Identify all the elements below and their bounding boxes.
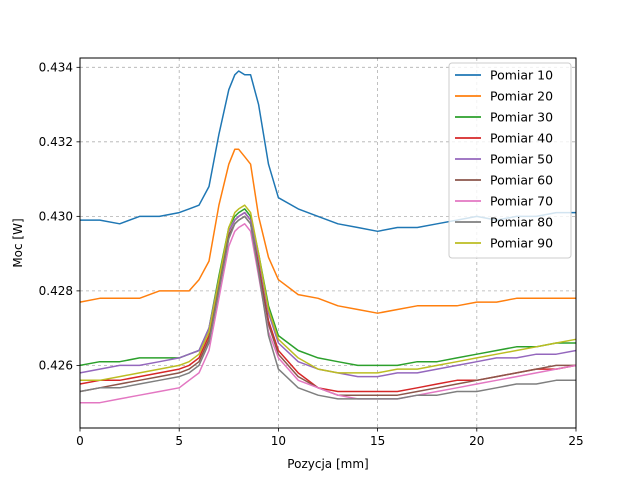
legend-entry: Pomiar 70	[490, 194, 553, 209]
legend: Pomiar 10 Pomiar 20 Pomiar 30 Pomiar 40 Pomi…	[448, 62, 572, 259]
y-tick-label: 0.432	[39, 135, 73, 149]
legend-entry: Pomiar 50	[490, 152, 553, 167]
series-line-8	[79, 215, 576, 400]
x-tick-label: 15	[370, 434, 385, 448]
x-tick-label: 5	[175, 434, 183, 448]
legend-entry: Pomiar 90	[490, 236, 553, 251]
series-line-6	[79, 215, 576, 396]
x-axis-label: Pozycja [mm]	[287, 457, 368, 471]
legend-entry: Pomiar 40	[490, 131, 553, 146]
series-line-2	[79, 148, 576, 314]
series-line-9	[80, 204, 577, 382]
y-tick-label: 0.428	[39, 284, 73, 298]
y-axis-label: Moc [W]	[11, 218, 25, 267]
legend-frame	[448, 62, 572, 259]
legend-entry: Pomiar 80	[490, 215, 553, 230]
y-tick-label: 0.426	[39, 358, 73, 372]
x-tick-label: 0	[76, 434, 84, 448]
plot-frame	[79, 57, 577, 429]
legend-entry: Pomiar 10	[490, 68, 553, 83]
y-axis: 0.426 0.428 0.430 0.432 0.434	[39, 60, 80, 372]
x-tick-label: 25	[568, 434, 583, 448]
legend-entry: Pomiar 30	[490, 110, 553, 125]
series-line-5	[79, 211, 577, 378]
y-tick-label: 0.430	[39, 209, 73, 223]
x-tick-label: 20	[469, 434, 484, 448]
y-tick-label: 0.434	[39, 60, 73, 74]
legend-entry: Pomiar 60	[490, 173, 553, 188]
legend-entry: Pomiar 20	[490, 89, 553, 104]
x-tick-label: 10	[271, 434, 286, 448]
x-axis: 0 5 10 15 20 25	[76, 428, 584, 448]
